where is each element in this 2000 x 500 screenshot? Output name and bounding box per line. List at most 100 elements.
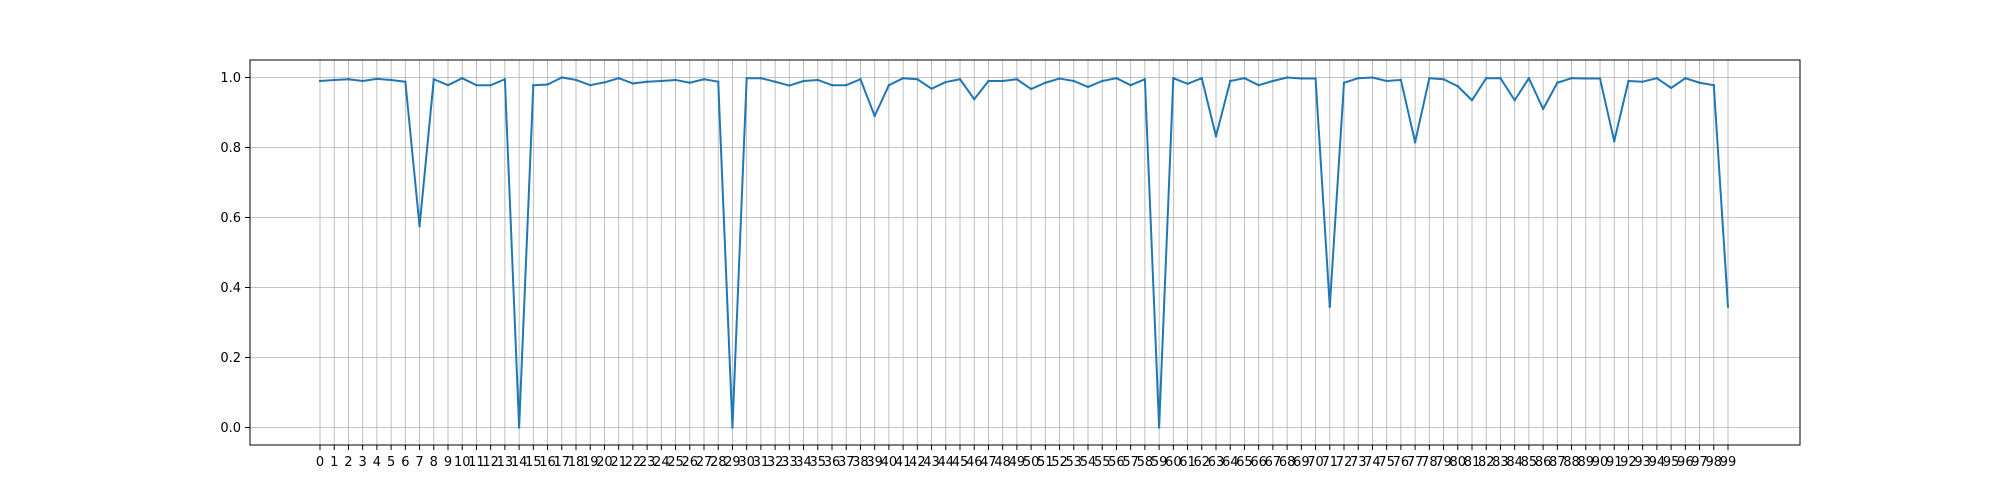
data-point (475, 84, 478, 87)
data-point (361, 79, 364, 83)
x-tick-label: 32 (767, 455, 784, 470)
x-tick-label: 47 (980, 455, 997, 470)
data-point (731, 426, 734, 429)
x-tick-label: 46 (966, 455, 983, 470)
x-tick-label: 45 (952, 455, 969, 470)
data-point (1712, 84, 1715, 87)
data-point (1655, 77, 1659, 80)
data-point (589, 84, 592, 87)
data-point (702, 78, 706, 81)
x-tick-label: 10 (454, 455, 471, 470)
grid-layer (250, 60, 1800, 445)
data-point (461, 77, 464, 80)
x-tick-label: 86 (1535, 455, 1552, 470)
x-tick-label: 53 (1066, 455, 1083, 470)
data-point (1186, 82, 1189, 86)
data-point (1115, 77, 1118, 80)
x-tick-label: 88 (1563, 455, 1580, 470)
data-point (404, 80, 407, 83)
x-tick-label: 69 (1293, 455, 1310, 470)
x-tick-label: 52 (1051, 455, 1068, 470)
x-tick-label: 30 (738, 455, 755, 470)
data-point (1101, 79, 1104, 83)
data-point (1328, 305, 1331, 308)
x-tick-label: 49 (1009, 455, 1026, 470)
data-point (1314, 77, 1317, 80)
x-tick-label: 2 (344, 455, 352, 470)
data-point (759, 77, 763, 80)
data-point (859, 78, 862, 81)
x-tick-label: 77 (1407, 455, 1424, 470)
y-tick-label: 0.0 (220, 421, 241, 436)
x-tick-label: 43 (923, 455, 940, 470)
data-point (1172, 77, 1175, 80)
x-tick-label: 68 (1279, 455, 1296, 470)
x-tick-label: 62 (1194, 455, 1211, 470)
data-point (517, 426, 521, 429)
x-tick-label: 25 (667, 455, 684, 470)
data-point (318, 79, 322, 83)
x-tick-label: 58 (1137, 455, 1154, 470)
data-point (1442, 78, 1445, 81)
data-point (347, 78, 350, 81)
x-tick-label: 60 (1165, 455, 1182, 470)
y-tick-label: 0.8 (220, 141, 241, 156)
x-tick-label: 20 (596, 455, 613, 470)
x-tick-label: 76 (1393, 455, 1410, 470)
x-tick-label: 63 (1208, 455, 1225, 470)
data-point (660, 79, 663, 83)
data-point (1541, 107, 1545, 111)
x-tick-label: 79 (1435, 455, 1452, 470)
x-tick-label: 95 (1663, 455, 1680, 470)
tick-layer: 0.00.20.40.60.81.00 1 2 3 4 5 6 7 8 9 101112131415… (220, 71, 1736, 470)
data-point (1726, 305, 1730, 308)
data-point (1015, 78, 1019, 81)
x-tick-label: 51 (1037, 455, 1054, 470)
data-point (574, 78, 578, 82)
x-tick-label: 64 (1222, 455, 1239, 470)
data-point (901, 77, 905, 80)
x-tick-label: 50 (1023, 455, 1040, 470)
data-point (1385, 79, 1388, 83)
x-tick-label: 9 (444, 455, 452, 470)
x-tick-label: 41 (895, 455, 912, 470)
data-point (1669, 86, 1673, 90)
x-tick-label: 82 (1478, 455, 1495, 470)
data-point (1129, 84, 1132, 87)
x-tick-label: 4 (373, 455, 381, 470)
data-point (1413, 141, 1417, 144)
data-point (1257, 84, 1260, 87)
data-point (1641, 80, 1644, 83)
x-tick-label: 26 (682, 455, 699, 470)
x-tick-label: 34 (795, 455, 812, 470)
data-point (1684, 77, 1687, 80)
data-point (916, 78, 919, 81)
data-point (1499, 77, 1502, 80)
data-point (773, 80, 777, 83)
data-point (1029, 87, 1033, 91)
data-point (845, 84, 848, 87)
x-tick-label: 29 (724, 455, 741, 470)
x-tick-label: 73 (1350, 455, 1367, 470)
data-point (503, 78, 507, 81)
data-point (1086, 85, 1090, 89)
data-point (688, 81, 691, 84)
data-point (1399, 78, 1403, 82)
data-point (631, 82, 635, 85)
data-point (546, 83, 549, 86)
data-point (1271, 79, 1275, 83)
x-tick-label: 16 (539, 455, 556, 470)
x-tick-label: 0 (316, 455, 324, 470)
data-point (930, 87, 933, 90)
data-point (532, 84, 535, 87)
data-point (432, 78, 435, 81)
data-point (1470, 99, 1474, 102)
data-point (816, 78, 819, 82)
x-tick-label: 22 (625, 455, 642, 470)
data-point (1229, 79, 1232, 83)
x-tick-label: 59 (1151, 455, 1168, 470)
x-tick-label: 92 (1620, 455, 1637, 470)
data-point (1285, 76, 1289, 79)
data-point (1143, 78, 1147, 81)
